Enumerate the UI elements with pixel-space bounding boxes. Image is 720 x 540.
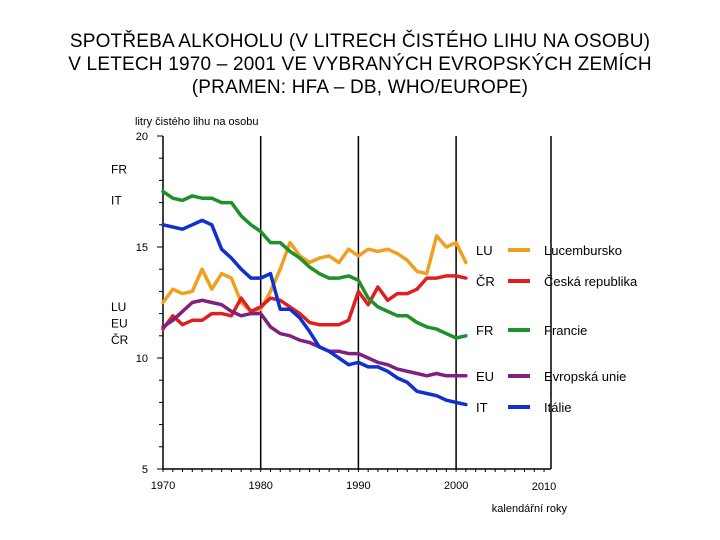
legend-code-lu: LU <box>476 243 493 258</box>
y-tick-label: 15 <box>136 242 148 254</box>
legend-code-it: IT <box>476 400 488 415</box>
legend-code-čr: ČR <box>476 274 495 289</box>
legend-name-čr: Česká republika <box>544 274 638 289</box>
legend-name-fr: Francie <box>544 323 587 338</box>
side-label: LU <box>111 300 126 314</box>
x-tick-label: 1990 <box>346 480 370 492</box>
legend-name-lu: Lucembursko <box>544 243 622 258</box>
y-tick-label: 20 <box>136 131 148 143</box>
legend-dot: . <box>549 382 553 397</box>
series-line-čr <box>161 274 468 331</box>
series-lines <box>161 189 468 407</box>
legend-name-it: Itálie <box>544 400 571 415</box>
x-tick-label: 2010 <box>532 481 556 493</box>
title-line-3: (PRAMEN: HFA – DB, WHO/EUROPE) <box>191 77 529 98</box>
x-tick-label: 2000 <box>444 480 468 492</box>
y-axis-label: litry čistého lihu na osobu <box>135 116 259 128</box>
side-label: ČR <box>111 332 129 347</box>
side-label: IT <box>111 193 122 207</box>
y-tick-label: 10 <box>136 353 148 365</box>
chart-title: SPOTŘEBA ALKOHOLU (V LITRECH ČISTÉHO LIH… <box>0 30 720 99</box>
x-tick-label: 1980 <box>248 480 272 492</box>
side-label: EU <box>111 316 128 330</box>
x-axis-label: kalendářní roky <box>492 503 568 515</box>
legend-code-fr: FR <box>476 323 493 338</box>
legend: LU Lucembursko ČR Česká republika FR Francie E… <box>476 243 638 415</box>
legend-name-eu: Evropská unie <box>544 369 626 384</box>
series-line-fr <box>161 189 468 340</box>
side-label: FR <box>111 162 127 176</box>
legend-code-eu: EU <box>476 369 494 384</box>
series-line-eu <box>161 298 468 378</box>
grid-lines <box>259 136 552 469</box>
x-tick-label: 1970 <box>151 480 175 492</box>
title-line-2: V LETECH 1970 – 2001 VE VYBRANÝCH EVROPS… <box>68 54 652 75</box>
title-line-1: SPOTŘEBA ALKOHOLU (V LITRECH ČISTÉHO LIH… <box>69 31 651 52</box>
series-line-lu <box>161 234 468 314</box>
y-tick-label: 5 <box>142 464 148 476</box>
series-line-it <box>161 218 468 407</box>
